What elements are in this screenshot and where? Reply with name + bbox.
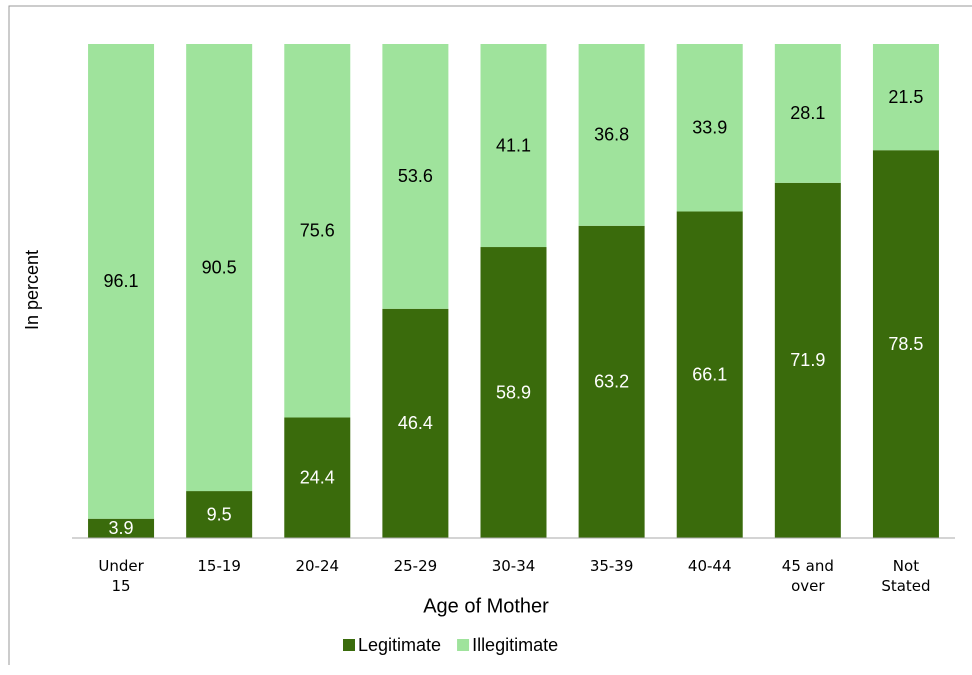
x-axis-title: Age of Mother bbox=[423, 595, 549, 617]
bar-segment bbox=[284, 44, 351, 418]
x-tick-label: 25-29 bbox=[393, 557, 438, 575]
bar-segment bbox=[676, 44, 743, 212]
bar-segment bbox=[88, 44, 155, 519]
data-label: 75.6 bbox=[300, 220, 335, 240]
x-tick-label: 35-39 bbox=[589, 557, 634, 575]
data-label: 90.5 bbox=[202, 257, 237, 277]
x-tick-label: Under 15 bbox=[98, 557, 144, 595]
bar-segment bbox=[186, 491, 253, 538]
data-label: 21.5 bbox=[888, 87, 923, 107]
bar-segment bbox=[480, 247, 547, 538]
data-label: 36.8 bbox=[594, 125, 629, 145]
bar-segment bbox=[284, 417, 351, 538]
data-label: 3.9 bbox=[109, 518, 134, 538]
data-label: 46.4 bbox=[398, 413, 433, 433]
legend-swatch bbox=[457, 639, 470, 651]
data-label: 71.9 bbox=[790, 350, 825, 370]
x-tick-label: 15-19 bbox=[197, 557, 241, 575]
bar-segment bbox=[578, 44, 645, 226]
bar-segment bbox=[774, 44, 841, 183]
frame bbox=[8, 5, 972, 665]
bar-segment bbox=[872, 44, 939, 151]
x-tick-label: Not Stated bbox=[881, 557, 931, 595]
data-label: 24.4 bbox=[300, 467, 335, 487]
bar-segment bbox=[872, 150, 939, 538]
data-label: 58.9 bbox=[496, 382, 531, 402]
bar-segment bbox=[88, 518, 155, 538]
legend-label: Legitimate bbox=[358, 635, 441, 655]
bar-segment bbox=[578, 225, 645, 539]
x-tick-label: 20-24 bbox=[295, 557, 340, 575]
bar-segment bbox=[676, 211, 743, 538]
data-label: 78.5 bbox=[888, 334, 923, 354]
data-label: 9.5 bbox=[207, 504, 232, 524]
x-tick-label: 40-44 bbox=[687, 557, 732, 575]
data-label: 41.1 bbox=[496, 135, 531, 155]
bar-segment bbox=[382, 44, 449, 309]
data-label: 53.6 bbox=[398, 166, 433, 186]
bar-segment bbox=[382, 308, 449, 538]
x-tick-label: 30-34 bbox=[491, 557, 536, 575]
legend-swatch bbox=[343, 639, 355, 651]
data-label: 28.1 bbox=[790, 103, 825, 123]
bar-segment bbox=[774, 182, 841, 538]
bar-segment bbox=[186, 44, 253, 492]
data-label: 96.1 bbox=[104, 271, 139, 291]
legend-label: Illegitimate bbox=[472, 635, 558, 655]
data-label: 33.9 bbox=[692, 117, 727, 137]
bar-segment bbox=[480, 44, 547, 248]
data-label: 66.1 bbox=[692, 364, 727, 384]
data-label: 63.2 bbox=[594, 372, 629, 392]
y-axis-title: In percent bbox=[22, 250, 42, 330]
x-tick-label: 45 and over bbox=[781, 557, 834, 595]
